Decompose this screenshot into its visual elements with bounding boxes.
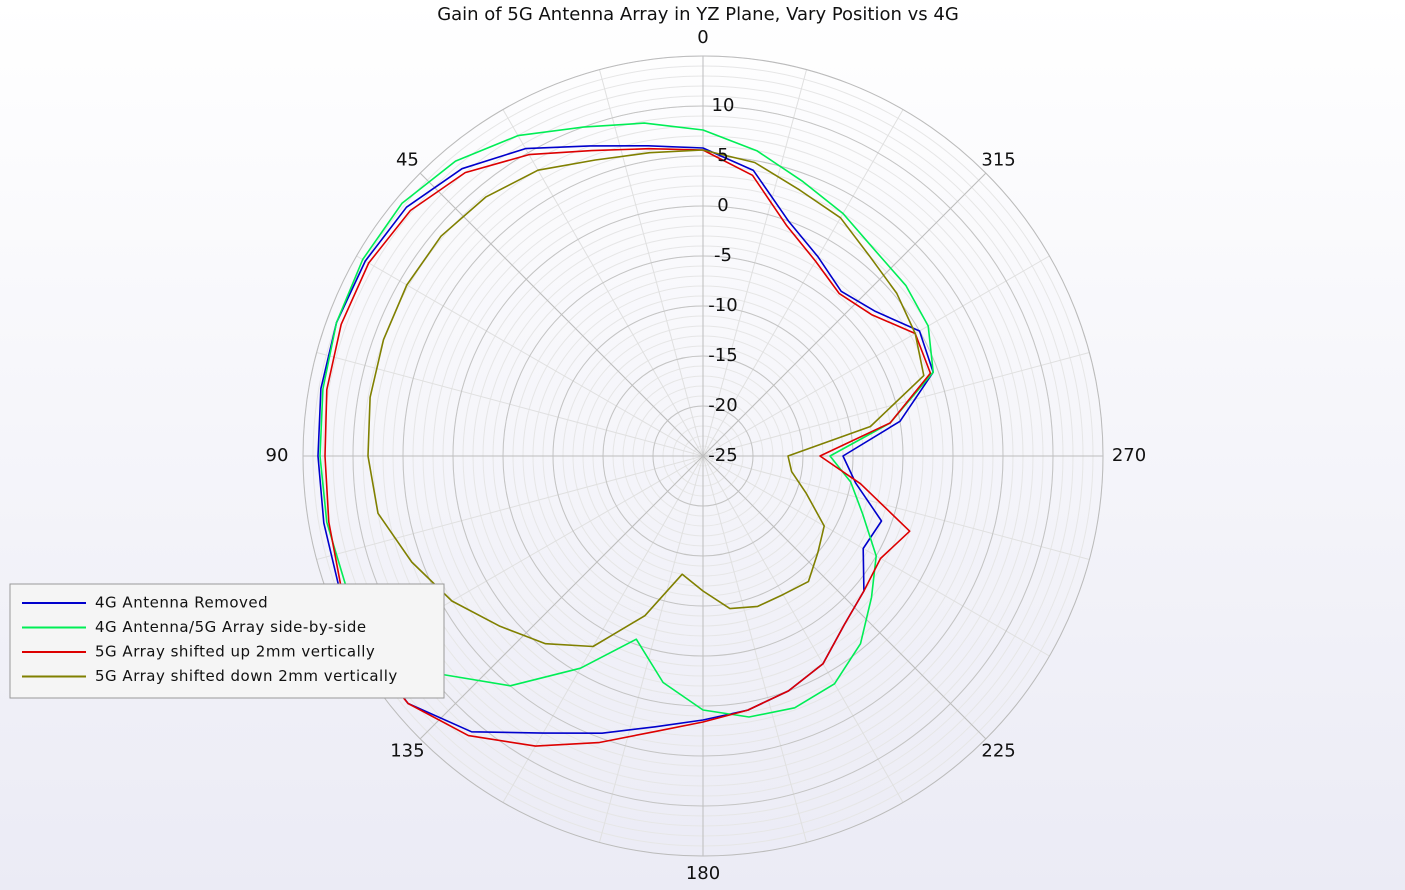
theta-tick-label: 270 <box>1112 445 1146 466</box>
legend-label: 4G Antenna Removed <box>95 594 268 612</box>
r-tick-label: -20 <box>708 395 737 416</box>
r-tick-label: 5 <box>717 145 728 166</box>
theta-tick-label: 90 <box>266 445 289 466</box>
angle-grid <box>702 455 987 740</box>
r-tick-label: -5 <box>714 245 732 266</box>
angle-grid <box>702 172 987 457</box>
r-tick-label: 10 <box>712 95 735 116</box>
r-tick-label: -25 <box>708 445 737 466</box>
theta-tick-label: 180 <box>686 863 720 884</box>
theta-tick-label: 315 <box>981 149 1015 170</box>
series-curve <box>317 145 934 734</box>
r-tick-label: -10 <box>708 295 737 316</box>
chart-title: Gain of 5G Antenna Array in YZ Plane, Va… <box>437 4 959 25</box>
theta-tick-label: 45 <box>396 149 419 170</box>
legend-label: 5G Array shifted up 2mm vertically <box>95 643 375 661</box>
legend-label: 5G Array shifted down 2mm vertically <box>95 667 398 685</box>
theta-tick-label: 225 <box>981 741 1015 762</box>
theta-tick-label: 0 <box>697 27 708 48</box>
angle-grid <box>419 455 704 740</box>
series-curve <box>367 149 925 648</box>
theta-tick-label: 135 <box>390 741 424 762</box>
r-tick-label: 0 <box>717 195 728 216</box>
r-tick-label: -15 <box>708 345 737 366</box>
angle-grid <box>419 172 704 457</box>
legend-label: 4G Antenna/5G Array side-by-side <box>95 618 367 636</box>
series-curve <box>319 122 934 718</box>
